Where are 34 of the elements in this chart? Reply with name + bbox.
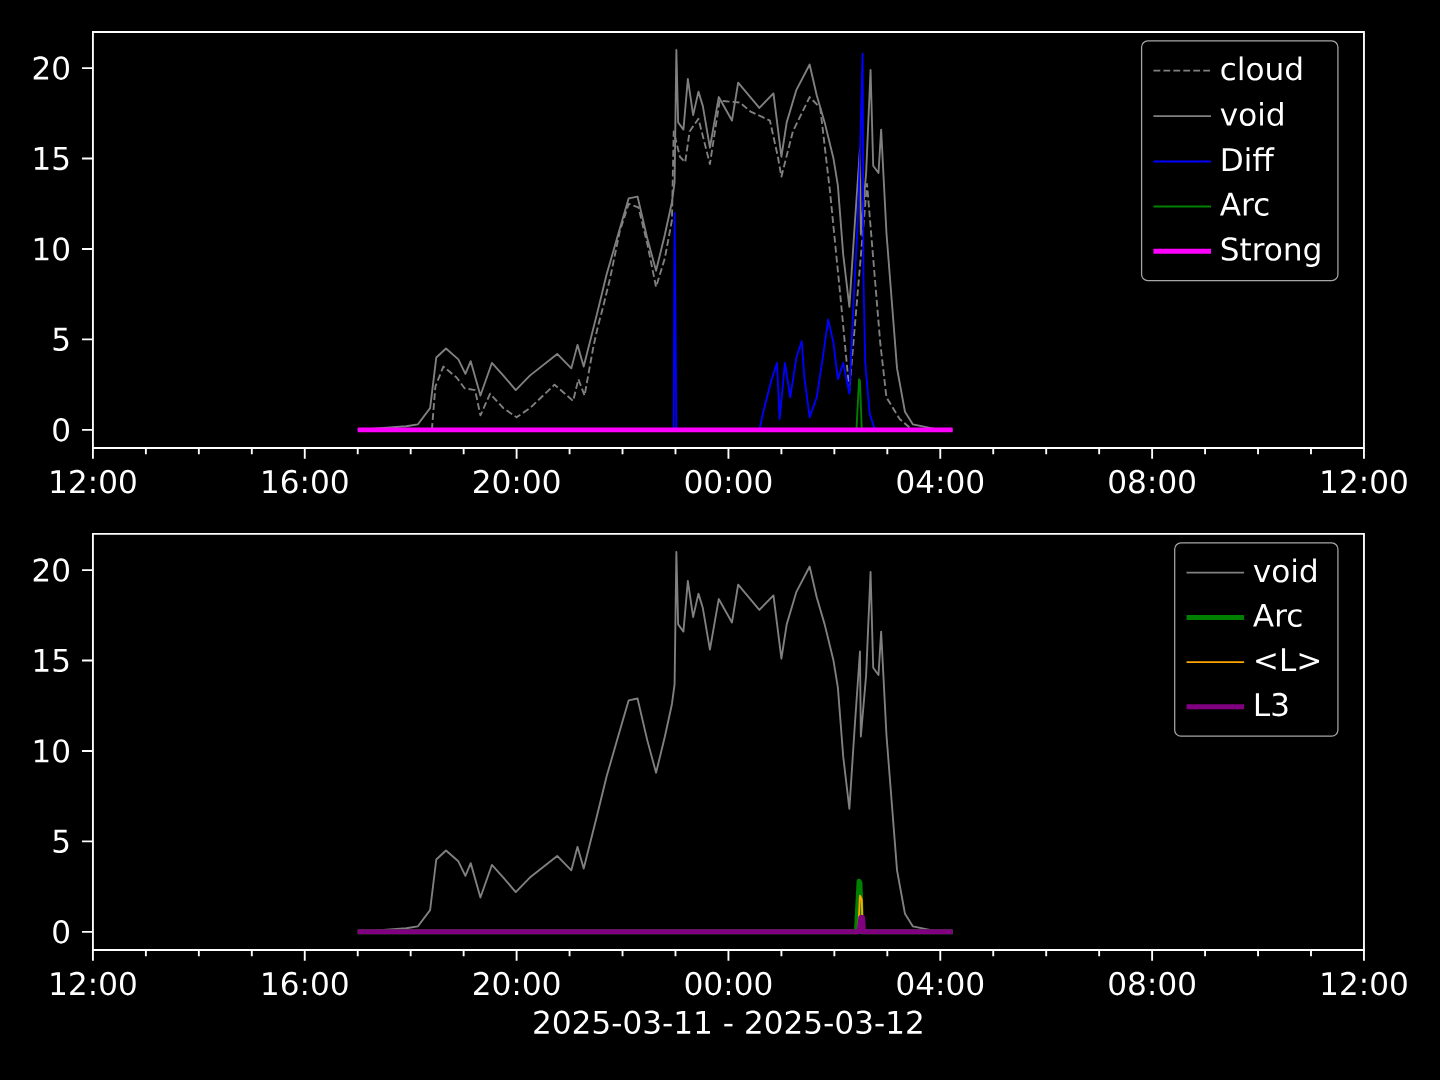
y-tick-label: 10 [34,237,69,261]
x-tick-label: 04:00 [897,971,984,996]
x-tick-label: 20:00 [474,469,560,494]
x-tick-label: 12:00 [51,469,136,494]
x-tick-label: 16:00 [263,469,348,494]
x-tick-label: 12:00 [51,971,136,996]
legend-label: <L> [1256,648,1320,672]
legend-label: void [1220,101,1283,126]
y-tick-label: 0 [53,920,69,944]
x-tick-label: 00:00 [685,971,772,996]
legend-label: Diff [1222,147,1275,172]
y-tick-label: 10 [34,739,69,763]
y-tick-label: 5 [53,327,69,352]
legend-label: L3 [1255,692,1288,717]
x-tick-label: 16:00 [263,971,348,996]
y-tick-label: 15 [34,146,69,171]
x-tick-label: 12:00 [1322,469,1407,494]
y-tick-label: 20 [33,558,69,582]
legend-label: void [1253,558,1316,583]
x-tick-label: 00:00 [685,469,772,494]
x-tick-label: 20:00 [474,971,560,996]
legend-label: cloud [1221,56,1302,81]
y-tick-label: 20 [33,56,69,80]
y-tick-label: 5 [53,829,69,853]
x-tick-label: 04:00 [897,469,984,494]
y-tick-label: 15 [34,648,69,673]
legend-label: Arc [1253,603,1302,628]
x-tick-label: 12:00 [1322,971,1407,996]
x-tick-label: 08:00 [1109,971,1195,996]
x-tick-label: 08:00 [1109,469,1195,494]
legend-label: Strong [1221,237,1320,267]
legend-label: Arc [1219,192,1269,216]
y-tick-label: 0 [53,418,69,442]
x-axis-title: 2025-03-11 - 2025-03-12 [534,1010,922,1035]
